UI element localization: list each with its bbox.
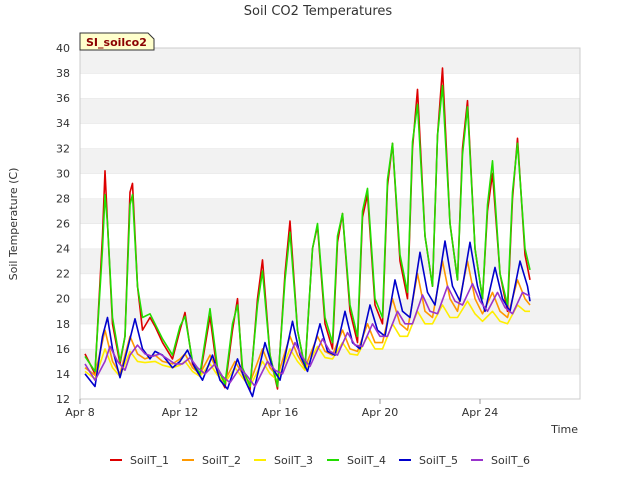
y-tick-label: 12 [56,393,70,406]
grid-band [80,173,580,199]
series-line-soilt_6 [84,282,531,388]
y-tick-label: 22 [56,268,70,281]
grid-band [80,123,580,149]
y-axis-ticks: 12 14 16 18 20 22 24 26 28 30 32 34 36 38 40 [56,42,70,406]
legend-label: SoilT_1 [130,454,169,467]
y-axis-label: Soil Temperature (C) [7,168,20,281]
grid-band [80,198,580,224]
grid-band [80,98,580,124]
legend-label: SoilT_6 [491,454,530,467]
y-tick-label: 20 [56,293,70,306]
y-tick-label: 32 [56,142,70,155]
y-tick-label: 18 [56,318,70,331]
y-tick-label: 36 [56,92,70,105]
grid-band [80,73,580,99]
grid-bands [80,47,580,399]
series-lines [84,67,531,398]
legend-label: SoilT_3 [274,454,313,467]
series-line-soilt_4 [84,84,531,388]
legend: SoilT_1 SoilT_2 SoilT_3 SoilT_4 SoilT_5 SoilT… [110,454,530,467]
legend-item-soilt_4: SoilT_4 [327,454,386,467]
x-tick-label: Apr 8 [65,406,95,419]
series-line-soilt_5 [84,240,531,398]
y-tick-label: 34 [56,117,70,130]
x-tick-label: Apr 12 [162,406,199,419]
x-axis-label: Time [550,423,578,436]
legend-item-soilt_5: SoilT_5 [399,454,458,467]
y-tick-label: 38 [56,67,70,80]
x-tick-label: Apr 20 [362,406,399,419]
legend-item-soilt_1: SoilT_1 [110,454,169,467]
x-tick-label: Apr 24 [462,406,499,419]
grid-band [80,373,580,399]
chart-title: Soil CO2 Temperatures [244,4,393,19]
y-tick-label: 24 [56,243,70,256]
site-tag-label: SI_soilco2 [86,36,147,49]
x-tick-label: Apr 16 [262,406,299,419]
site-tag-box [79,32,155,51]
x-axis-ticks: Apr 8 Apr 12 Apr 16 Apr 20 Apr 24 [65,399,498,419]
grid-band [80,148,580,174]
legend-label: SoilT_4 [347,454,386,467]
y-tick-label: 26 [56,218,70,231]
legend-item-soilt_3: SoilT_3 [254,454,313,467]
grid-band [80,48,580,74]
y-tick-label: 28 [56,192,70,205]
legend-item-soilt_2: SoilT_2 [182,454,241,467]
y-tick-label: 40 [56,42,70,55]
y-tick-label: 30 [56,167,70,180]
grid-band [80,248,580,274]
site-tag: SI_soilco2 [79,32,155,51]
y-tick-label: 14 [56,368,70,381]
grid-band [80,223,580,249]
legend-label: SoilT_5 [419,454,458,467]
plot-frame [79,47,581,400]
legend-item-soilt_6: SoilT_6 [471,454,530,467]
legend-label: SoilT_2 [202,454,241,467]
y-tick-label: 16 [56,343,70,356]
